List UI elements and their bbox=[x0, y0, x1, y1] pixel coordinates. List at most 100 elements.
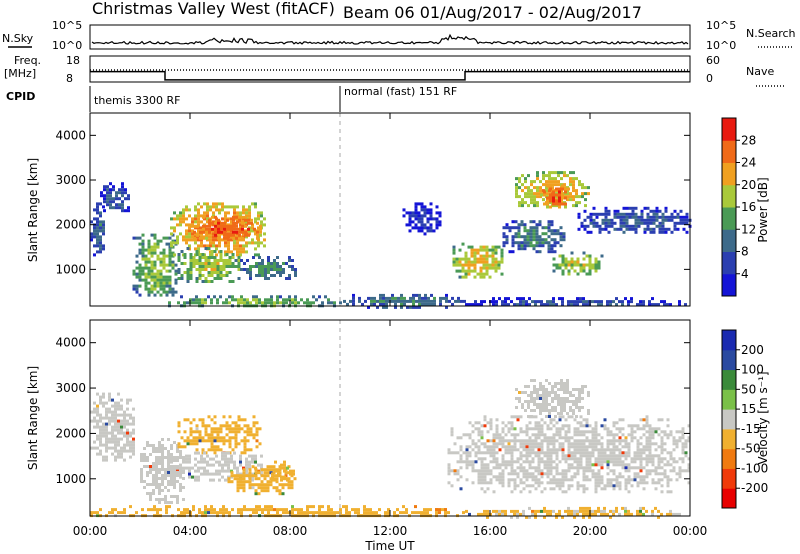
velocity-cell bbox=[660, 460, 664, 464]
velocity-cell bbox=[93, 425, 96, 429]
velocity-cell bbox=[525, 445, 529, 449]
power-cell bbox=[247, 221, 250, 225]
power-cell bbox=[197, 220, 200, 224]
velocity-cell bbox=[201, 418, 205, 422]
velocity-cell bbox=[486, 445, 490, 449]
power-cell bbox=[514, 220, 518, 224]
velocity-cell bbox=[651, 433, 655, 437]
power-cell bbox=[252, 298, 255, 302]
velocity-cell bbox=[525, 475, 529, 479]
velocity-cell bbox=[492, 442, 496, 446]
power-cell bbox=[538, 238, 542, 242]
power-cell bbox=[144, 248, 148, 252]
velocity-cell bbox=[393, 511, 396, 515]
velocity-cell bbox=[678, 469, 682, 473]
velocity-cell bbox=[492, 475, 496, 479]
velocity-cell bbox=[195, 448, 199, 452]
velocity-cell bbox=[293, 477, 297, 481]
power-cell bbox=[379, 293, 382, 297]
velocity-cell bbox=[129, 455, 132, 459]
power-cell bbox=[582, 263, 586, 267]
velocity-cell bbox=[516, 475, 520, 479]
power-cell bbox=[132, 287, 136, 291]
power-cell bbox=[625, 218, 629, 222]
power-cell bbox=[258, 271, 261, 274]
velocity-cell bbox=[675, 478, 679, 482]
velocity-cell bbox=[99, 449, 102, 453]
power-cell bbox=[382, 299, 385, 303]
power-cell bbox=[159, 287, 163, 291]
power-cell bbox=[523, 226, 527, 230]
power-cell bbox=[257, 241, 260, 245]
velocity-cell bbox=[609, 469, 613, 473]
velocity-cell bbox=[576, 463, 580, 467]
velocity-cell bbox=[123, 410, 126, 414]
power-cell bbox=[103, 194, 106, 198]
power-cell bbox=[455, 257, 459, 261]
power-cell bbox=[664, 218, 668, 222]
power-cell bbox=[546, 202, 549, 206]
power-cell bbox=[186, 271, 190, 274]
power-cell bbox=[628, 227, 632, 231]
velocity-cell bbox=[585, 487, 589, 491]
velocity-cell bbox=[96, 434, 99, 438]
velocity-cell bbox=[447, 463, 451, 467]
velocity-cell bbox=[504, 424, 508, 428]
power-cell bbox=[451, 302, 454, 306]
power-cell bbox=[179, 214, 182, 218]
velocity-cell bbox=[501, 481, 505, 485]
velocity-cell bbox=[636, 454, 640, 458]
power-cell bbox=[604, 209, 608, 213]
power-cell bbox=[530, 180, 533, 184]
power-cell bbox=[547, 247, 551, 251]
velocity-cell bbox=[645, 418, 649, 422]
velocity-cell bbox=[239, 486, 243, 490]
velocity-cell bbox=[280, 475, 283, 479]
power-cell bbox=[461, 257, 465, 261]
power-cell bbox=[306, 301, 309, 305]
power-cell bbox=[93, 229, 96, 233]
power-cell bbox=[589, 218, 593, 222]
velocity-cell bbox=[594, 442, 598, 446]
velocity-cell bbox=[465, 463, 469, 467]
power-cell bbox=[209, 205, 212, 209]
velocity-cell bbox=[657, 418, 661, 422]
velocity-cell bbox=[609, 448, 613, 452]
power-cell bbox=[192, 298, 195, 302]
power-cell bbox=[248, 208, 251, 212]
velocity-cell bbox=[170, 480, 173, 483]
power-cell bbox=[559, 232, 563, 236]
velocity-cell bbox=[594, 439, 598, 443]
power-cell bbox=[558, 196, 561, 200]
velocity-cell bbox=[239, 483, 243, 487]
power-cell bbox=[564, 205, 567, 209]
power-cell bbox=[257, 253, 260, 257]
velocity-cell bbox=[291, 508, 294, 512]
velocity-cell bbox=[237, 415, 241, 419]
power-cell bbox=[476, 260, 480, 264]
power-cell bbox=[156, 269, 160, 273]
velocity-cell bbox=[188, 469, 191, 473]
velocity-cell bbox=[516, 472, 520, 476]
velocity-cell bbox=[248, 468, 252, 472]
velocity-cell bbox=[540, 442, 544, 446]
power-cell bbox=[279, 295, 282, 299]
power-cell bbox=[294, 298, 297, 302]
velocity-cell bbox=[167, 459, 170, 462]
velocity-cell bbox=[242, 489, 246, 493]
velocity-cell bbox=[189, 427, 193, 431]
velocity-cell bbox=[627, 442, 631, 446]
velocity-cell bbox=[489, 451, 493, 455]
power-cell bbox=[625, 206, 629, 210]
power-cell bbox=[464, 272, 468, 276]
velocity-cell bbox=[570, 436, 574, 440]
velocity-cell bbox=[245, 457, 248, 461]
velocity-cell bbox=[342, 505, 345, 509]
velocity-cell bbox=[513, 487, 517, 491]
velocity-cell bbox=[531, 451, 535, 455]
velocity-cell bbox=[129, 434, 132, 438]
velocity-cell bbox=[176, 459, 179, 462]
velocity-cell bbox=[582, 454, 586, 458]
power-cell bbox=[423, 208, 427, 212]
velocity-cell bbox=[471, 430, 475, 434]
